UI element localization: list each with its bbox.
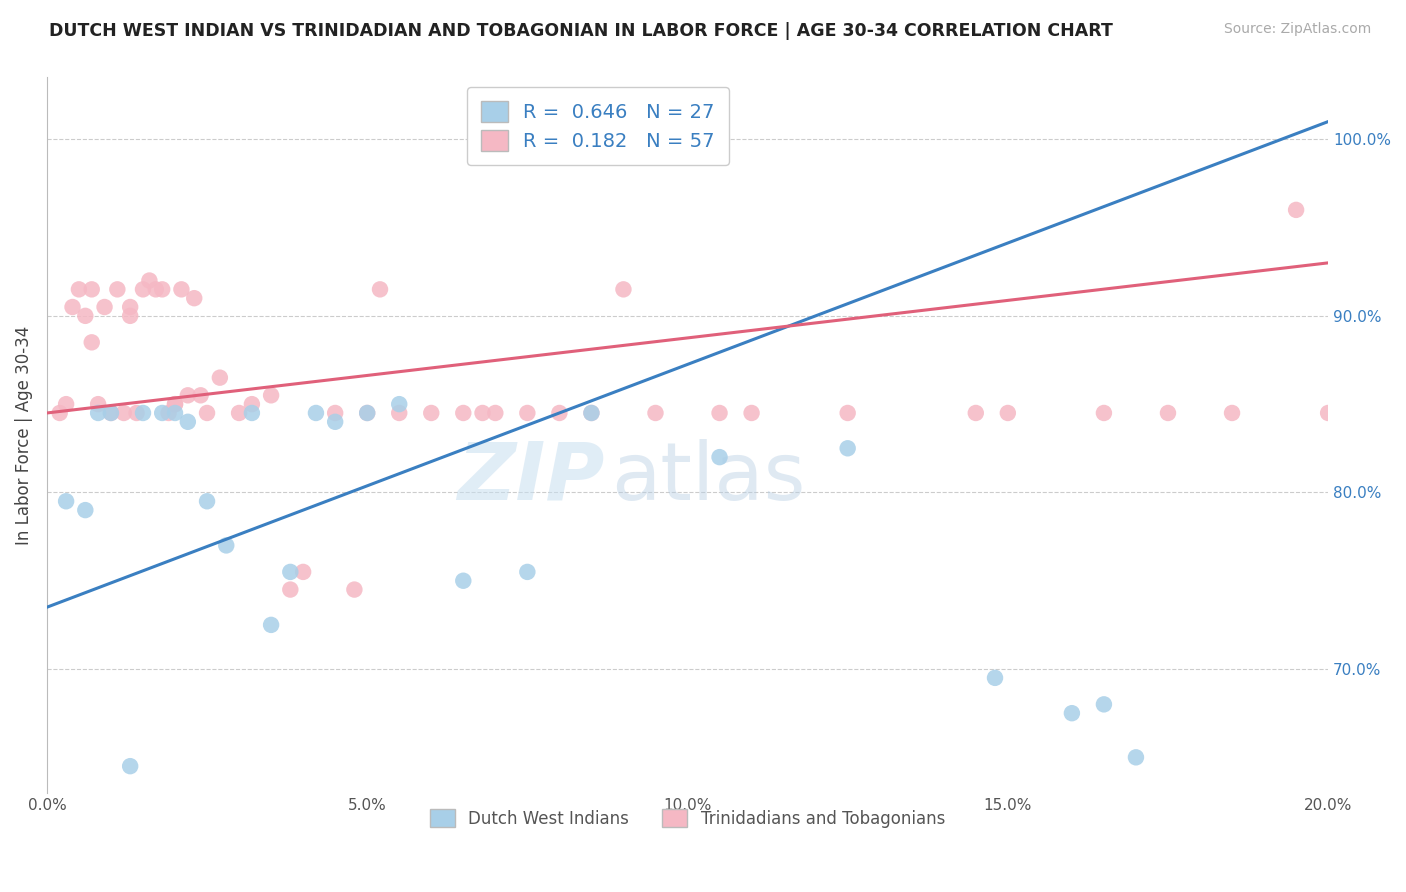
Point [170, 282, 193, 296]
Point [150, 282, 173, 296]
Point [644, 406, 666, 420]
Point [195, 406, 218, 420]
Point [75, 309, 97, 323]
Point [709, 450, 731, 464]
Point [177, 388, 200, 402]
Point [228, 406, 250, 420]
Point [120, 759, 142, 773]
Point [1285, 202, 1308, 217]
Point [208, 370, 231, 384]
Point [67, 282, 90, 296]
Point [709, 406, 731, 420]
Point [368, 282, 391, 296]
Point [548, 406, 571, 420]
Point [323, 406, 346, 420]
Text: Source: ZipAtlas.com: Source: ZipAtlas.com [1223, 22, 1371, 37]
Text: ZIP: ZIP [457, 439, 605, 517]
Point [471, 406, 494, 420]
Point [120, 300, 142, 314]
Point [177, 415, 200, 429]
Point [260, 618, 283, 632]
Point [1125, 750, 1147, 764]
Point [388, 406, 411, 420]
Point [1157, 406, 1180, 420]
Point [420, 406, 443, 420]
Point [125, 406, 148, 420]
Point [305, 406, 328, 420]
Point [190, 388, 212, 402]
Point [1092, 698, 1115, 712]
Point [278, 565, 301, 579]
Point [62, 300, 84, 314]
Point [215, 538, 238, 552]
Point [1060, 706, 1083, 721]
Point [240, 397, 263, 411]
Point [997, 406, 1019, 420]
Point [150, 406, 173, 420]
Point [163, 406, 186, 420]
Legend: Dutch West Indians, Trinidadians and Tobagonians: Dutch West Indians, Trinidadians and Tob… [423, 803, 952, 834]
Point [163, 397, 186, 411]
Point [837, 406, 859, 420]
Point [138, 273, 160, 287]
Point [55, 397, 77, 411]
Point [260, 388, 283, 402]
Point [984, 671, 1007, 685]
Point [343, 582, 366, 597]
Point [132, 406, 155, 420]
Point [453, 574, 475, 588]
Point [87, 406, 110, 420]
Point [1092, 406, 1115, 420]
Point [1220, 406, 1243, 420]
Point [48, 406, 70, 420]
Point [112, 406, 135, 420]
Point [356, 406, 378, 420]
Point [120, 309, 142, 323]
Point [278, 582, 301, 597]
Point [388, 397, 411, 411]
Point [75, 503, 97, 517]
Point [55, 494, 77, 508]
Point [516, 565, 538, 579]
Point [1317, 406, 1340, 420]
Point [484, 406, 506, 420]
Point [100, 406, 122, 420]
Point [837, 442, 859, 456]
Point [292, 565, 315, 579]
Point [80, 282, 103, 296]
Point [581, 406, 603, 420]
Point [132, 282, 155, 296]
Point [87, 397, 110, 411]
Point [356, 406, 378, 420]
Point [183, 291, 205, 305]
Point [105, 282, 128, 296]
Point [965, 406, 987, 420]
Point [240, 406, 263, 420]
Point [93, 300, 115, 314]
Text: DUTCH WEST INDIAN VS TRINIDADIAN AND TOBAGONIAN IN LABOR FORCE | AGE 30-34 CORRE: DUTCH WEST INDIAN VS TRINIDADIAN AND TOB… [49, 22, 1114, 40]
Point [80, 335, 103, 350]
Point [163, 397, 186, 411]
Point [516, 406, 538, 420]
Y-axis label: In Labor Force | Age 30-34: In Labor Force | Age 30-34 [15, 326, 32, 545]
Point [145, 282, 167, 296]
Point [453, 406, 475, 420]
Point [323, 415, 346, 429]
Point [195, 494, 218, 508]
Point [612, 282, 634, 296]
Point [157, 406, 180, 420]
Point [581, 406, 603, 420]
Point [100, 406, 122, 420]
Point [741, 406, 763, 420]
Text: atlas: atlas [610, 439, 806, 517]
